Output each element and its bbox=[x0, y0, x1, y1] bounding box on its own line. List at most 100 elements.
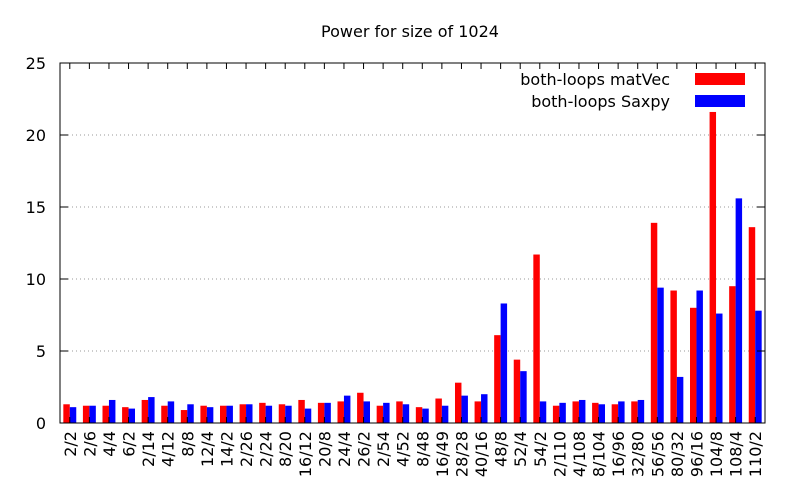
x-tick-label: 4/108 bbox=[570, 431, 589, 477]
x-tick-label: 4/12 bbox=[159, 431, 178, 467]
bar-saxpy bbox=[735, 198, 743, 423]
bar-matvec bbox=[122, 407, 129, 423]
bar-matvec bbox=[396, 401, 403, 423]
x-tick-label: 20/8 bbox=[315, 431, 334, 467]
bar-saxpy bbox=[696, 290, 703, 423]
bar-saxpy bbox=[304, 408, 312, 423]
bar-saxpy bbox=[265, 405, 273, 423]
x-tick-label: 8/48 bbox=[413, 431, 432, 467]
bar-saxpy bbox=[422, 408, 429, 423]
bar-saxpy bbox=[716, 313, 723, 423]
x-tick-label: 12/4 bbox=[198, 431, 217, 467]
bar-saxpy bbox=[69, 407, 77, 423]
bar-matvec bbox=[415, 407, 423, 423]
y-tick-label: 5 bbox=[36, 342, 46, 361]
bar-saxpy bbox=[618, 401, 625, 423]
x-tick-label: 16/12 bbox=[296, 431, 315, 477]
x-tick-label: 24/4 bbox=[335, 431, 354, 467]
x-tick-label: 110/2 bbox=[746, 431, 765, 477]
bar-matvec bbox=[689, 307, 697, 423]
bar-matvec bbox=[141, 399, 149, 423]
y-tick-label: 10 bbox=[26, 270, 46, 289]
x-tick-label: 2/14 bbox=[139, 431, 158, 467]
x-tick-label: 56/56 bbox=[648, 431, 667, 477]
bar-matvec bbox=[337, 401, 344, 423]
bar-matvec bbox=[180, 410, 188, 423]
x-tick-label: 16/49 bbox=[433, 431, 452, 477]
bar-matvec bbox=[239, 404, 247, 423]
chart-title: Power for size of 1024 bbox=[321, 22, 499, 41]
bar-saxpy bbox=[206, 407, 214, 423]
x-tick-label: 14/2 bbox=[217, 431, 236, 467]
bar-saxpy bbox=[246, 404, 253, 423]
x-tick-label: 54/2 bbox=[531, 431, 550, 467]
x-tick-label: 6/2 bbox=[120, 431, 139, 457]
bar-saxpy bbox=[324, 402, 331, 423]
bar-saxpy bbox=[441, 405, 449, 423]
x-tick-label: 40/16 bbox=[472, 431, 491, 477]
bar-matvec bbox=[592, 402, 599, 423]
bar-saxpy bbox=[128, 408, 136, 423]
legend-label: both-loops matVec bbox=[520, 70, 670, 89]
x-tick-label: 32/80 bbox=[629, 431, 648, 477]
bar-saxpy bbox=[226, 405, 233, 423]
bar-matvec bbox=[474, 401, 482, 423]
legend-swatch bbox=[695, 73, 745, 85]
x-tick-label: 8/20 bbox=[276, 431, 295, 467]
bar-saxpy bbox=[520, 371, 527, 423]
bar-matvec bbox=[670, 290, 677, 423]
axes: 0 5 10 15 20 25 2/2 2/6 4/4 6/2 2/14 4/12 8/8 12/4 14/… bbox=[26, 54, 766, 477]
bar-matvec bbox=[533, 254, 540, 423]
x-tick-label: 80/32 bbox=[668, 431, 687, 477]
bar-saxpy bbox=[383, 402, 390, 423]
x-tick-label: 108/4 bbox=[727, 431, 746, 477]
bar-matvec bbox=[650, 222, 658, 423]
bar-saxpy bbox=[285, 405, 292, 423]
x-tick-label: 48/8 bbox=[492, 431, 511, 467]
y-tick-label: 20 bbox=[26, 126, 46, 145]
bar-matvec bbox=[102, 405, 109, 423]
bar-matvec bbox=[259, 402, 266, 423]
bar-matvec bbox=[513, 359, 521, 423]
y-tick-label: 0 bbox=[36, 414, 46, 433]
bar-matvec bbox=[631, 401, 638, 423]
x-tick-label: 8/104 bbox=[590, 431, 609, 477]
x-tick-label: 8/8 bbox=[178, 431, 197, 457]
x-tick-label: 2/24 bbox=[257, 431, 276, 467]
bars bbox=[63, 111, 762, 424]
bar-saxpy bbox=[461, 395, 468, 423]
bar-matvec bbox=[454, 382, 462, 423]
x-tick-label: 2/26 bbox=[237, 431, 256, 467]
x-tick-label: 28/28 bbox=[452, 431, 471, 477]
bar-saxpy bbox=[108, 399, 116, 423]
grid-lines bbox=[60, 134, 765, 352]
x-tick-label: 4/4 bbox=[100, 431, 119, 457]
bar-matvec bbox=[494, 335, 501, 423]
bar-matvec bbox=[219, 405, 227, 423]
legend-label: both-loops Saxpy bbox=[531, 92, 670, 111]
bar-matvec bbox=[82, 405, 90, 423]
bar-saxpy bbox=[578, 399, 586, 423]
bar-saxpy bbox=[598, 404, 606, 423]
x-tick-label: 16/96 bbox=[609, 431, 628, 477]
x-tick-label: 2/54 bbox=[374, 431, 393, 467]
x-tick-label: 52/4 bbox=[511, 431, 530, 467]
bar-matvec bbox=[63, 404, 70, 423]
bar-matvec bbox=[748, 227, 756, 423]
bar-saxpy bbox=[363, 401, 371, 423]
bar-saxpy bbox=[755, 310, 762, 423]
bar-matvec bbox=[298, 399, 305, 423]
bar-matvec bbox=[200, 405, 207, 423]
bar-saxpy bbox=[402, 404, 410, 423]
bar-saxpy bbox=[539, 401, 547, 423]
legend-swatch bbox=[695, 95, 745, 107]
x-tick-label: 96/16 bbox=[687, 431, 706, 477]
bar-matvec bbox=[709, 111, 717, 424]
legend: both-loops matVec both-loops Saxpy bbox=[520, 70, 745, 111]
bar-saxpy bbox=[187, 404, 194, 423]
bar-saxpy bbox=[89, 405, 96, 423]
y-tick-label: 15 bbox=[26, 198, 46, 217]
bar-matvec bbox=[357, 392, 364, 423]
bar-matvec bbox=[552, 405, 560, 423]
bar-matvec bbox=[376, 405, 384, 423]
